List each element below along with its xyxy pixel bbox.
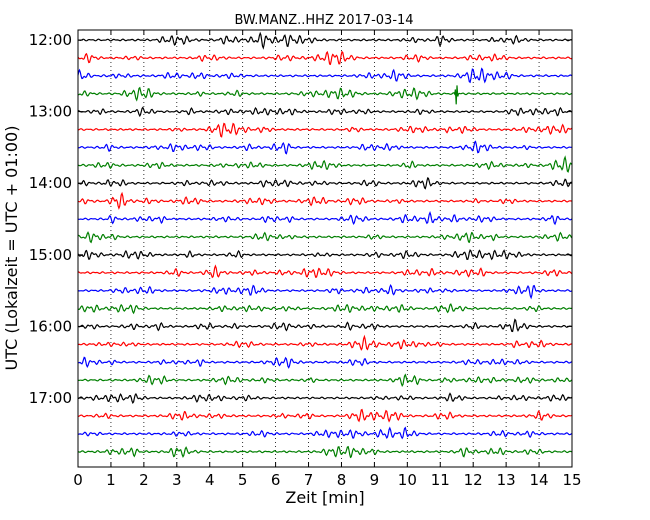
y-tick-label: 13:00 xyxy=(29,103,72,121)
y-tick-label: 12:00 xyxy=(29,31,72,49)
y-tick-label: 15:00 xyxy=(29,246,72,264)
x-tick-label: 7 xyxy=(304,471,314,489)
trace-line xyxy=(78,155,573,173)
trace-line xyxy=(77,177,573,190)
trace-line xyxy=(77,106,573,118)
x-tick-label: 5 xyxy=(238,471,248,489)
trace-line xyxy=(78,408,573,423)
trace-line xyxy=(77,426,573,440)
x-tick-label: 11 xyxy=(431,471,450,489)
chart-title: BW.MANZ..HHZ 2017-03-14 xyxy=(234,13,413,28)
trace-line xyxy=(77,231,573,244)
y-ticks: 12:00 13:00 14:00 15:00 16:00 17:00 xyxy=(29,31,572,407)
trace-line xyxy=(77,373,573,388)
x-tick-label: 9 xyxy=(370,471,380,489)
trace-line xyxy=(77,264,573,279)
trace-line xyxy=(78,85,573,105)
trace-line xyxy=(77,356,573,369)
x-tick-label: 8 xyxy=(337,471,347,489)
y-axis-label: UTC (Lokalzeit = UTC + 01:00) xyxy=(2,126,21,371)
x-tick-label: 6 xyxy=(271,471,281,489)
x-tick-label: 4 xyxy=(205,471,215,489)
y-tick-label: 14:00 xyxy=(29,174,72,192)
x-axis-label: Zeit [min] xyxy=(285,488,364,507)
x-tick-label: 2 xyxy=(139,471,149,489)
trace-line xyxy=(77,249,573,261)
trace-line xyxy=(77,211,573,226)
x-tick-label: 3 xyxy=(172,471,182,489)
x-ticks: 0 1 2 3 4 5 6 7 8 9 10 11 12 13 14 15 xyxy=(73,30,582,489)
trace-line xyxy=(77,318,573,333)
x-tick-label: 13 xyxy=(497,471,516,489)
trace-line xyxy=(77,445,572,459)
x-tick-label: 1 xyxy=(106,471,116,489)
trace-line xyxy=(77,191,572,210)
grid-lines xyxy=(110,30,540,467)
traces xyxy=(77,31,573,459)
y-tick-label: 17:00 xyxy=(29,389,72,407)
trace-line xyxy=(77,50,573,66)
trace-line xyxy=(77,334,572,351)
trace-line xyxy=(77,67,573,84)
x-tick-label: 10 xyxy=(398,471,417,489)
trace-line xyxy=(78,31,573,50)
x-tick-label: 14 xyxy=(530,471,549,489)
trace-line xyxy=(77,303,573,315)
plot-frame xyxy=(77,29,573,468)
trace-line xyxy=(78,392,573,405)
trace-line xyxy=(77,140,573,155)
y-tick-label: 16:00 xyxy=(29,317,72,335)
trace-line xyxy=(77,122,573,138)
trace-line xyxy=(77,284,573,300)
x-tick-label: 12 xyxy=(464,471,483,489)
x-tick-label: 15 xyxy=(562,471,581,489)
x-tick-label: 0 xyxy=(73,471,83,489)
